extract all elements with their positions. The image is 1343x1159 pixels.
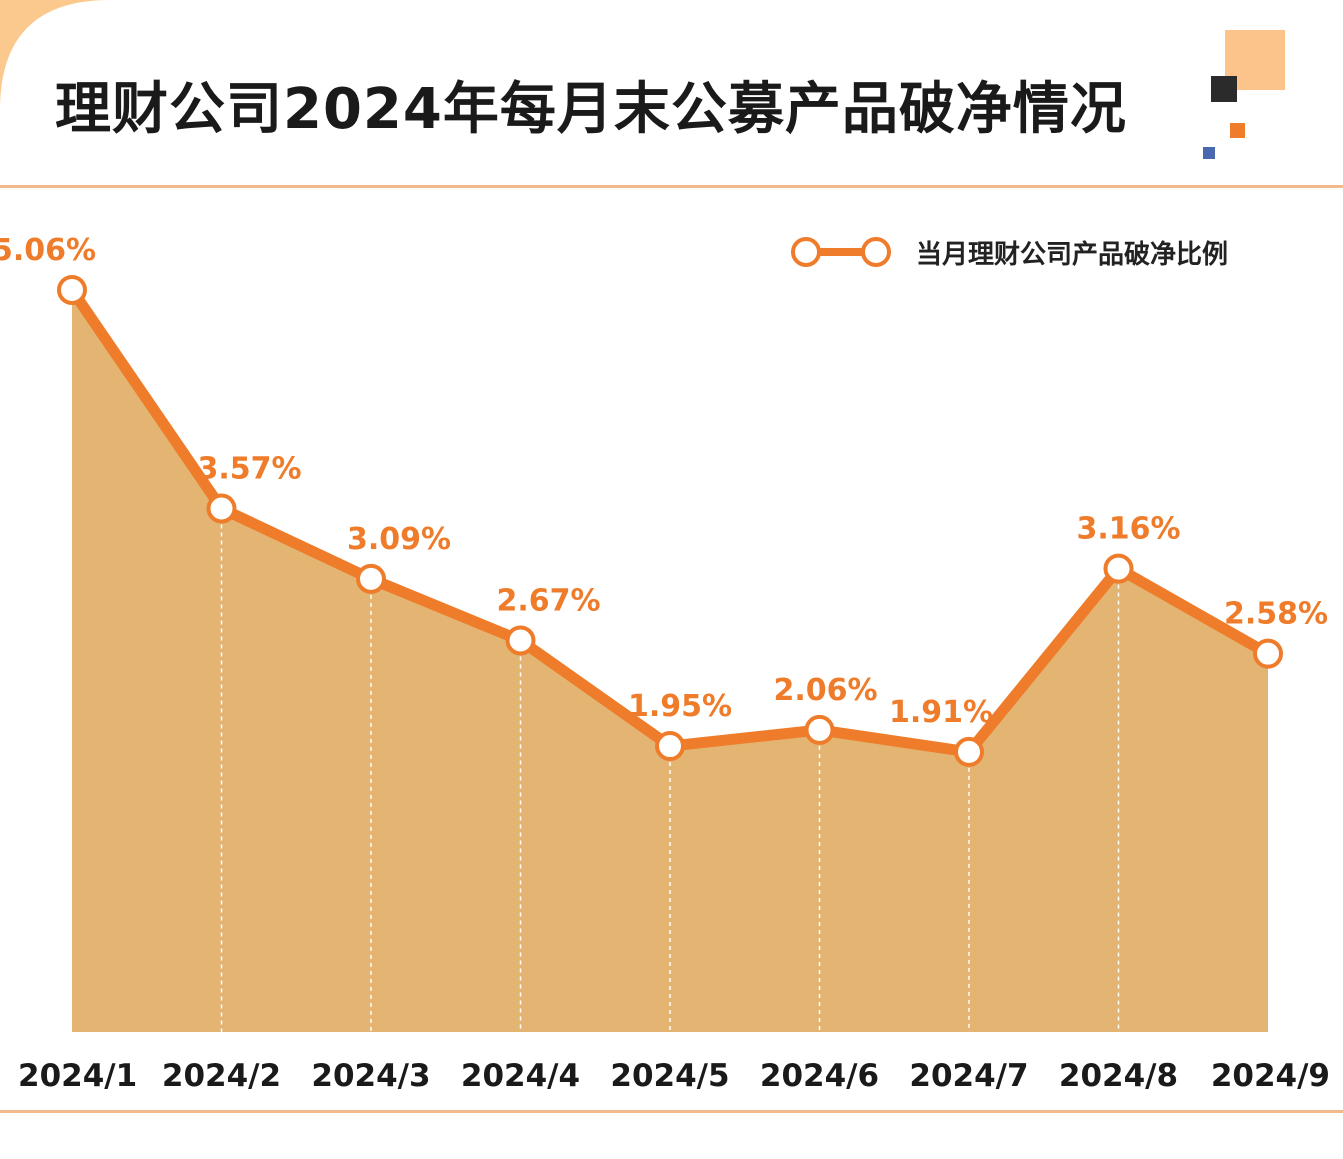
data-point-marker bbox=[804, 714, 835, 745]
data-point-marker bbox=[655, 731, 685, 762]
data-point-marker bbox=[206, 493, 237, 524]
data-point-marker bbox=[954, 736, 984, 767]
corner-decoration bbox=[0, 0, 110, 110]
x-tick-label: 2024/6 bbox=[760, 1058, 879, 1094]
x-tick-label: 2024/5 bbox=[610, 1058, 729, 1094]
area-line-chart: 5.06% 3.57% 3.09% 2.67% 1.95% 2.06% 1.91% 3.16%… bbox=[0, 233, 1330, 1094]
logo-squares-decoration bbox=[1203, 30, 1285, 159]
data-label: 2.58% bbox=[1224, 597, 1328, 632]
data-point-marker bbox=[505, 625, 536, 656]
x-tick-label: 2024/4 bbox=[461, 1058, 580, 1094]
bottom-divider bbox=[0, 1110, 1343, 1113]
x-tick-label: 2024/3 bbox=[311, 1058, 430, 1094]
page-title: 理财公司2024年每月末公募产品破净情况 bbox=[55, 77, 1127, 142]
data-label: 3.16% bbox=[1076, 512, 1180, 547]
data-point-marker bbox=[1103, 553, 1134, 584]
data-label: 1.95% bbox=[628, 689, 732, 724]
series-area bbox=[72, 290, 1268, 1032]
data-label: 3.57% bbox=[197, 451, 301, 486]
top-divider bbox=[0, 185, 1343, 188]
chart-legend: 当月理财公司产品破净比例 bbox=[790, 232, 1228, 272]
data-label: 2.06% bbox=[773, 673, 877, 708]
legend-label: 当月理财公司产品破净比例 bbox=[916, 239, 1229, 270]
data-point-marker bbox=[1253, 638, 1283, 669]
x-tick-label: 2024/7 bbox=[909, 1058, 1028, 1094]
data-label: 1.91% bbox=[889, 695, 993, 730]
data-label: 2.67% bbox=[496, 583, 600, 618]
x-tick-label: 2024/8 bbox=[1059, 1058, 1178, 1094]
x-tick-label: 2024/2 bbox=[162, 1058, 281, 1094]
legend-line-marker-icon bbox=[791, 237, 891, 267]
data-point-marker bbox=[356, 563, 386, 594]
x-tick-label: 2024/9 bbox=[1211, 1058, 1330, 1094]
data-label: 3.09% bbox=[347, 522, 451, 557]
x-tick-label: 2024/1 bbox=[18, 1058, 137, 1094]
data-label: 5.06% bbox=[0, 233, 96, 268]
data-point-marker bbox=[57, 275, 87, 305]
